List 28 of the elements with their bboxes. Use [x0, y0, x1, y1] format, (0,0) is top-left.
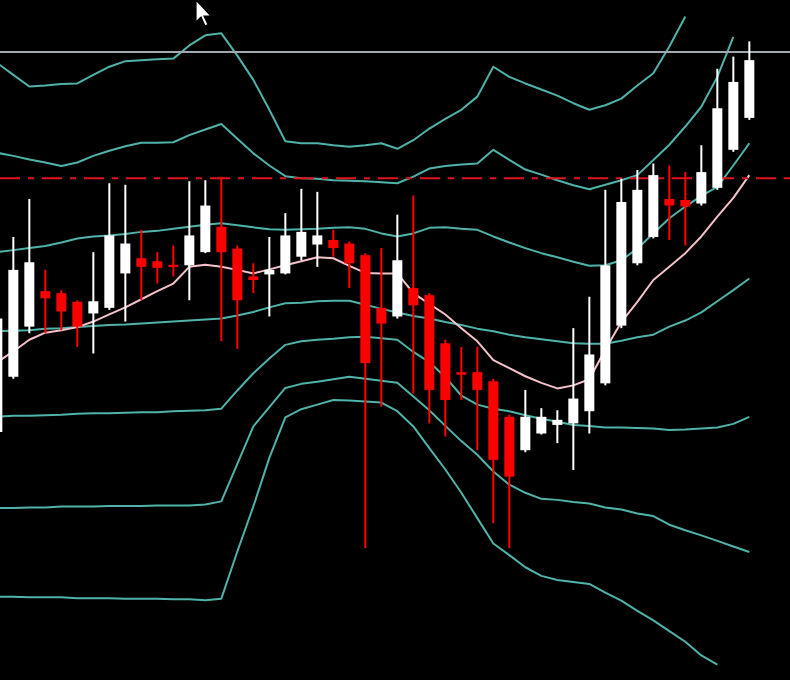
candlestick [456, 345, 467, 402]
candlestick [536, 407, 547, 436]
candlestick [88, 251, 99, 355]
candlestick [168, 244, 179, 278]
candlestick [376, 247, 387, 408]
candlestick [472, 345, 483, 452]
candlestick [280, 212, 291, 276]
candlestick [184, 180, 195, 302]
candlestick [72, 299, 83, 348]
candlestick [696, 144, 707, 207]
candlestick [152, 251, 163, 285]
candlestick [568, 327, 579, 471]
candlestick [680, 171, 691, 247]
candlestick [120, 183, 131, 323]
candlestick [408, 194, 419, 395]
candlestick [520, 388, 531, 454]
candlestick [40, 268, 51, 335]
candlestick [552, 409, 563, 445]
candlestick [296, 187, 307, 262]
candlestick [328, 228, 339, 258]
candlestick [136, 228, 147, 302]
candlestick [200, 179, 211, 255]
candlestick [312, 190, 323, 268]
candlestick [56, 289, 67, 332]
candlestick [664, 164, 675, 241]
candlestick [344, 240, 355, 290]
candlestick [216, 175, 227, 343]
candlestick [248, 262, 259, 295]
